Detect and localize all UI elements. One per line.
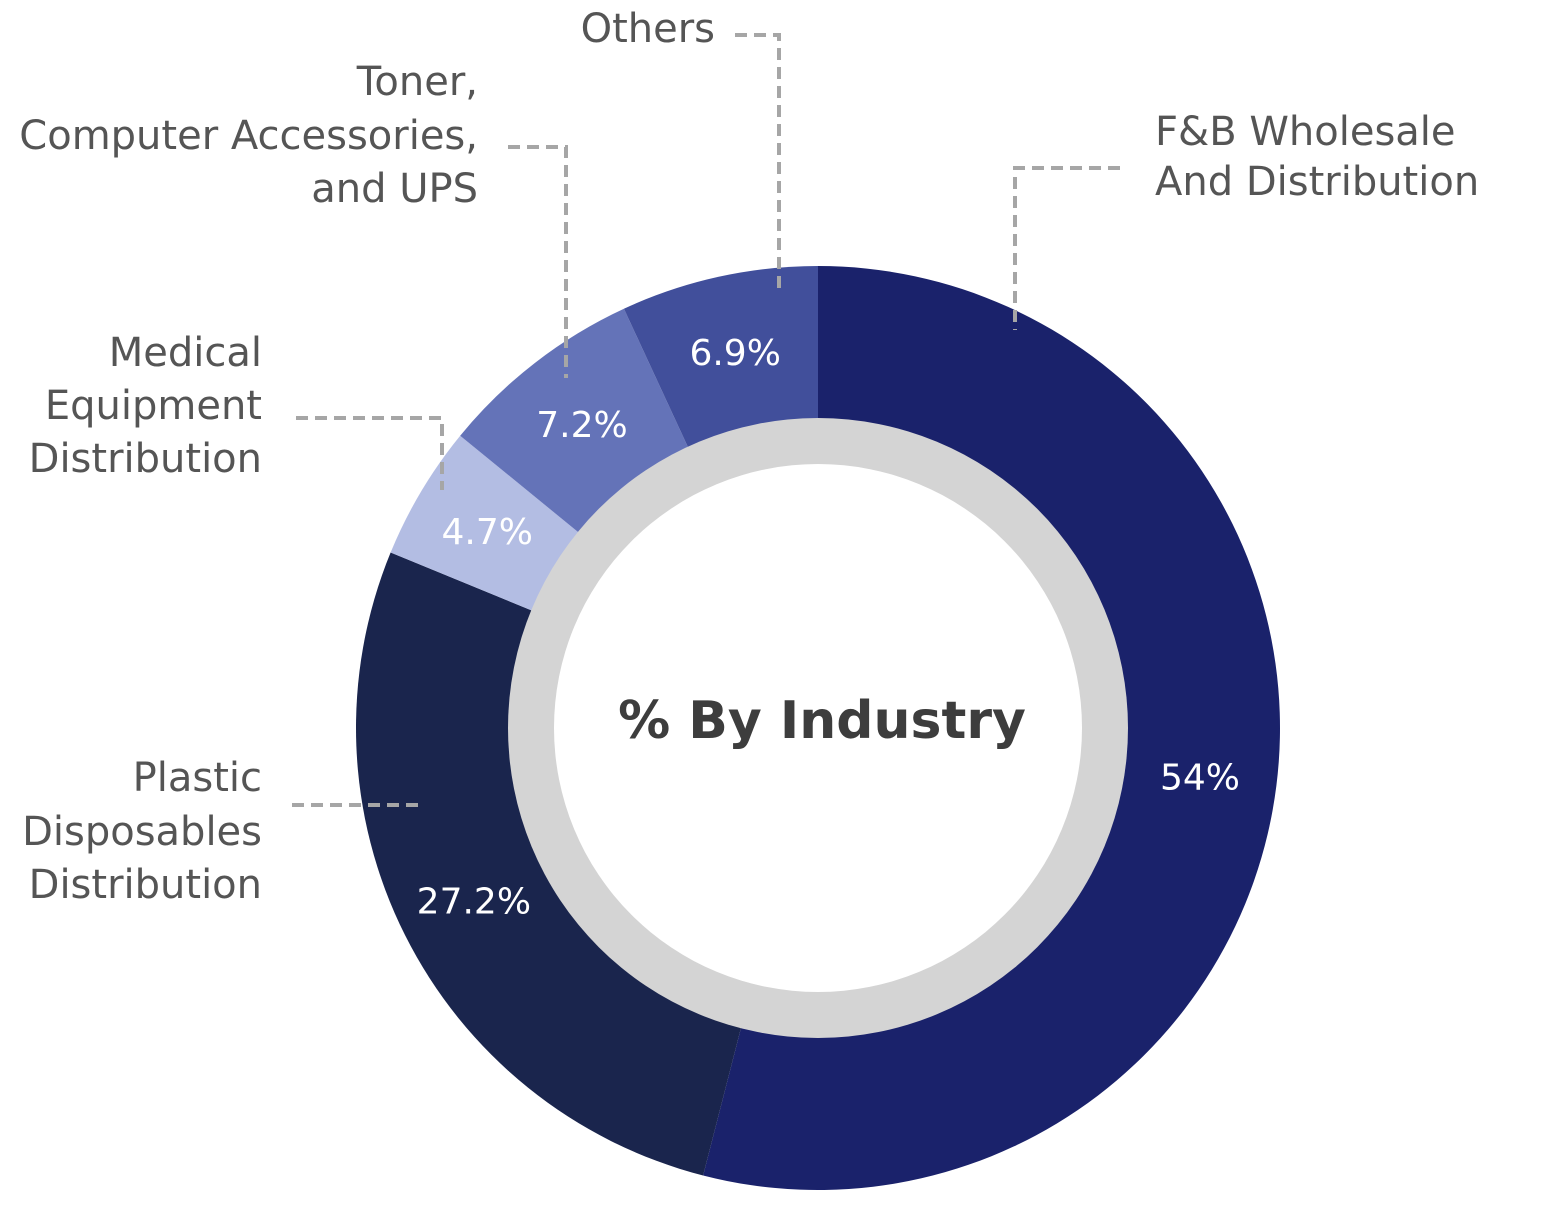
value-label-4: 6.9% bbox=[689, 333, 780, 374]
category-label-1-line-1: Disposables bbox=[22, 809, 262, 855]
category-label-1-line-0: Plastic bbox=[133, 755, 262, 801]
value-label-2: 4.7% bbox=[441, 512, 532, 553]
category-label-2-line-2: Distribution bbox=[29, 436, 262, 482]
value-label-3: 7.2% bbox=[536, 405, 627, 446]
chart-title: % By Industry bbox=[618, 691, 1026, 751]
category-label-2-line-1: Equipment bbox=[45, 383, 262, 429]
value-label-0: 54% bbox=[1160, 757, 1240, 798]
value-labels: 54% 27.2% 4.7% 7.2% 6.9% bbox=[417, 333, 1240, 923]
category-label-0-line-1: And Distribution bbox=[1155, 159, 1479, 205]
leader-line-3 bbox=[508, 145, 568, 378]
category-label-3-line-2: and UPS bbox=[311, 166, 478, 212]
leader-lines bbox=[292, 33, 1120, 807]
leader-line-4 bbox=[735, 33, 781, 293]
category-label-3-line-0: Toner, bbox=[356, 59, 478, 105]
value-label-1: 27.2% bbox=[417, 882, 531, 923]
leader-line-0 bbox=[1013, 166, 1120, 330]
leader-line-2 bbox=[296, 416, 444, 490]
category-label-2-line-0: Medical bbox=[109, 330, 262, 376]
category-label-3-line-1: Computer Accessories, bbox=[19, 113, 478, 159]
category-label-1-line-2: Distribution bbox=[29, 862, 262, 908]
category-label-0-line-0: F&B Wholesale bbox=[1155, 109, 1456, 155]
inner-hole bbox=[554, 464, 1082, 992]
category-label-4-line-0: Others bbox=[581, 6, 715, 52]
